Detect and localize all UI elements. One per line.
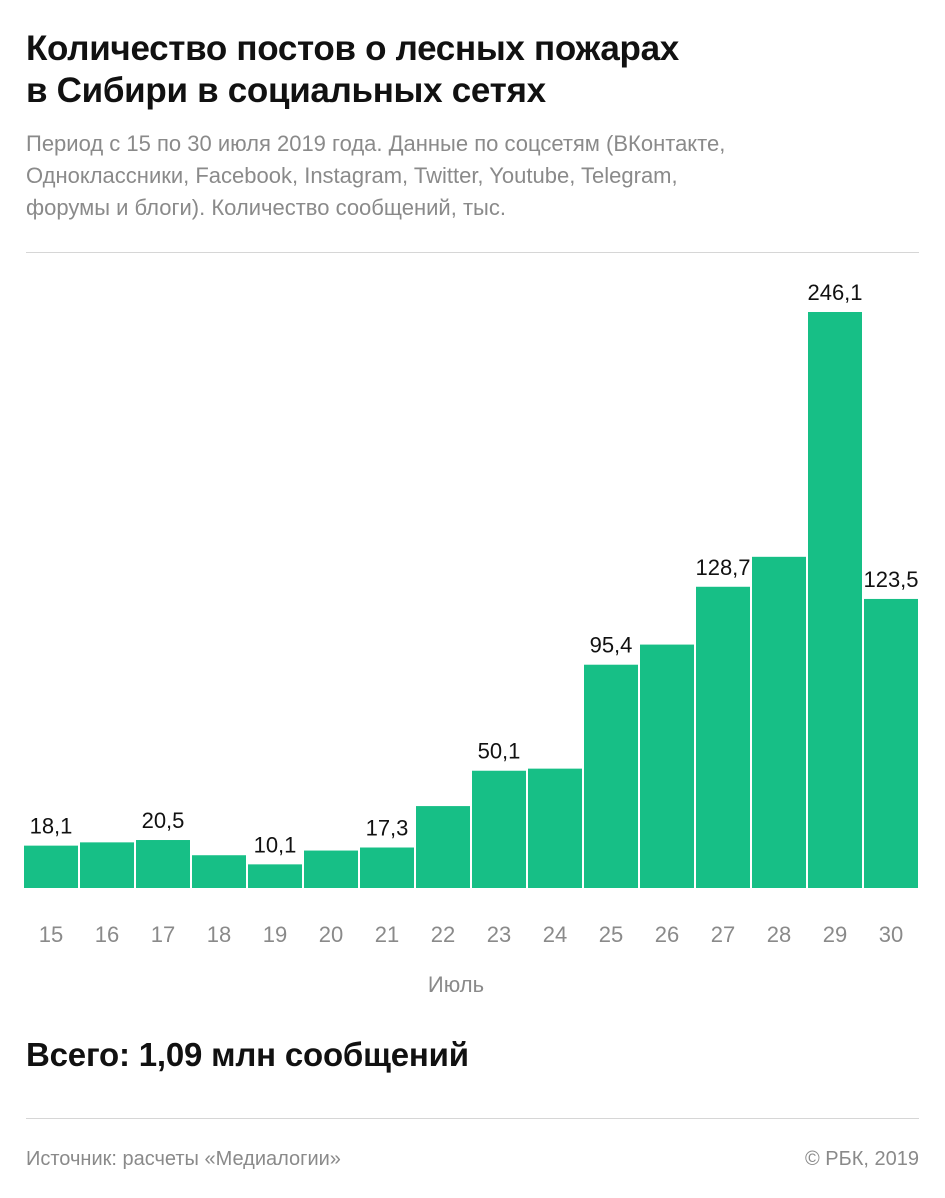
chart-title-line-1: Количество постов о лесных пожарах: [26, 29, 679, 68]
value-label-29: 246,1: [807, 280, 862, 305]
x-tick-19: 19: [263, 922, 287, 947]
top-divider: [26, 252, 919, 253]
value-label-30: 123,5: [863, 567, 918, 592]
value-label-27: 128,7: [695, 555, 750, 580]
value-label-17: 20,5: [142, 808, 185, 833]
bar-22: [416, 806, 470, 888]
bar-28: [752, 556, 806, 888]
bar-25: [584, 664, 638, 888]
x-tick-22: 22: [431, 922, 455, 947]
x-tick-21: 21: [375, 922, 399, 947]
bar-23: [472, 770, 526, 888]
bar-27: [696, 586, 750, 888]
copyright: © РБК, 2019: [804, 1148, 919, 1170]
x-tick-15: 15: [39, 922, 63, 947]
x-tick-27: 27: [711, 922, 735, 947]
x-tick-20: 20: [319, 922, 343, 947]
bar-chart: 18,1 15 16 20,5 17 18 10,1 19 20 17,3 21 22 50,1 23 24…: [24, 280, 919, 997]
bar-20: [304, 850, 358, 888]
chart-subtitle-line-3: форумы и блоги). Количество сообщений, т…: [26, 195, 506, 220]
chart-subtitle: Период с 15 по 30 июля 2019 года. Данные…: [26, 128, 916, 224]
bar-16: [80, 842, 134, 888]
value-label-23: 50,1: [478, 739, 521, 764]
chart-subtitle-line-1: Период с 15 по 30 июля 2019 года. Данные…: [26, 131, 726, 156]
x-tick-18: 18: [207, 922, 231, 947]
x-tick-29: 29: [823, 922, 847, 947]
x-tick-26: 26: [655, 922, 679, 947]
x-tick-30: 30: [879, 922, 903, 947]
bar-26: [640, 644, 694, 888]
bar-21: [360, 847, 414, 888]
x-axis-label: Июль: [428, 972, 484, 997]
value-label-15: 18,1: [30, 814, 73, 839]
bar-18: [192, 855, 246, 888]
value-label-21: 17,3: [366, 816, 409, 841]
x-tick-17: 17: [151, 922, 175, 947]
x-tick-24: 24: [543, 922, 567, 947]
value-label-19: 10,1: [254, 832, 297, 857]
bar-24: [528, 768, 582, 888]
x-tick-16: 16: [95, 922, 119, 947]
bar-29: [808, 312, 862, 888]
x-tick-23: 23: [487, 922, 511, 947]
bar-17: [136, 840, 190, 888]
bar-15: [24, 845, 78, 888]
bottom-divider: [26, 1118, 919, 1119]
bar-30: [864, 598, 918, 888]
x-tick-25: 25: [599, 922, 623, 947]
bar-19: [248, 864, 302, 888]
source-note: Источник: расчеты «Медиалогии»: [26, 1148, 341, 1170]
chart-subtitle-line-2: Одноклассники, Facebook, Instagram, Twit…: [26, 163, 678, 188]
chart-title-line-2: в Сибири в социальных сетях: [26, 71, 546, 110]
chart-title: Количество постов о лесных пожарах в Сиб…: [26, 28, 926, 112]
x-tick-28: 28: [767, 922, 791, 947]
value-label-25: 95,4: [590, 633, 633, 658]
total-messages: Всего: 1,09 млн сообщений: [26, 1036, 469, 1073]
